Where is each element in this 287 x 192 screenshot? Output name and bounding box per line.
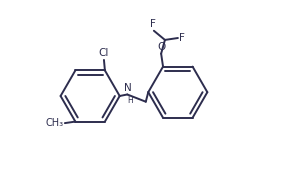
Text: CH₃: CH₃	[46, 118, 64, 128]
Text: N: N	[124, 83, 132, 93]
Text: F: F	[179, 33, 185, 43]
Text: Cl: Cl	[99, 48, 109, 58]
Text: O: O	[157, 42, 165, 52]
Text: H: H	[127, 96, 133, 105]
Text: F: F	[150, 19, 156, 29]
